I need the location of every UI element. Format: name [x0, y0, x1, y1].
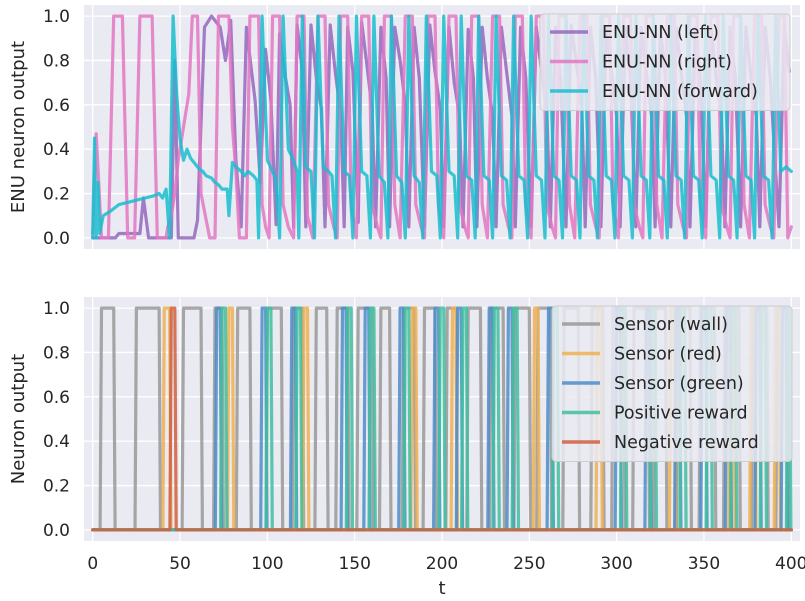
legend-label-sensor-wall: Sensor (wall)	[614, 315, 728, 335]
y-tick-label: 0.8	[43, 343, 70, 363]
legend-label-enu-nn-right: ENU-NN (right)	[602, 53, 732, 73]
legend: Sensor (wall) Sensor (red) Sensor (green) P…	[551, 305, 793, 462]
y-tick-label: 0.6	[43, 388, 70, 408]
y-tick-label: 1.0	[43, 299, 70, 319]
x-tick-label: 100	[251, 554, 283, 574]
x-tick-label: 400	[775, 554, 805, 574]
x-tick-label: 0	[87, 554, 98, 574]
x-tick-label: 150	[338, 554, 370, 574]
legend-label-sensor-red: Sensor (red)	[614, 345, 722, 365]
x-tick-label: 300	[600, 554, 632, 574]
y-tick-label: 0.8	[43, 51, 70, 71]
y-tick-label: 0.0	[43, 229, 70, 249]
x-tick-label: 250	[513, 554, 545, 574]
legend-frame	[551, 305, 793, 462]
x-axis-label: t	[438, 578, 445, 599]
legend-label-enu-nn-forward: ENU-NN (forward)	[602, 82, 758, 102]
y-tick-label: 0.2	[43, 477, 70, 497]
y-tick-label: 0.4	[43, 140, 70, 160]
legend-label-enu-nn-left: ENU-NN (left)	[602, 23, 719, 43]
bottom-panel-neuron-output: 0.0 0.2 0.4 0.6 0.8 1.0 Neuron output 0 50 100 150…	[8, 297, 805, 599]
x-tick-label: 50	[169, 554, 191, 574]
x-tick-label: 350	[688, 554, 720, 574]
x-tick-label: 200	[426, 554, 458, 574]
y-axis-label: Neuron output	[8, 354, 29, 484]
y-tick-label: 0.0	[43, 521, 70, 541]
y-tick-label: 0.2	[43, 185, 70, 205]
y-tick-label: 1.0	[43, 7, 70, 27]
legend-label-sensor-green: Sensor (green)	[614, 374, 744, 394]
series-line-enu-nn-right	[91, 14, 793, 240]
legend-label-positive-reward: Positive reward	[614, 404, 748, 424]
top-panel-enu-output: 0.0 0.2 0.4 0.6 0.8 1.0 ENU neuron output ENU-N…	[8, 5, 800, 249]
legend-label-negative-reward: Negative reward	[614, 433, 759, 453]
y-axis-label: ENU neuron output	[8, 41, 29, 213]
legend-frame	[539, 13, 791, 111]
y-tick-label: 0.6	[43, 96, 70, 116]
legend: ENU-NN (left) ENU-NN (right) ENU-NN (forwa…	[539, 13, 791, 111]
y-tick-label: 0.4	[43, 432, 70, 452]
series-line-negative-reward	[91, 306, 793, 532]
